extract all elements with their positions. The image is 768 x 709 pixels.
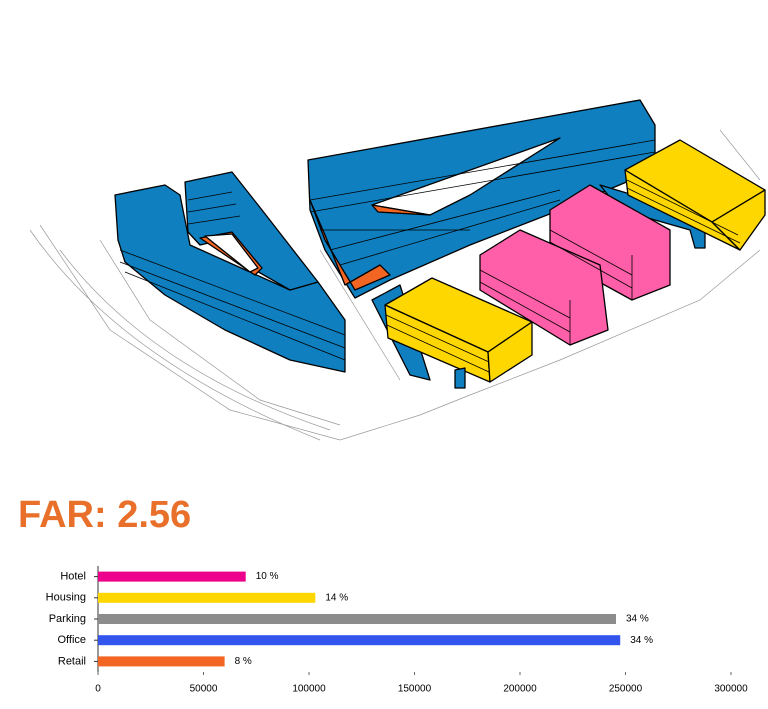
bar (98, 635, 621, 646)
y-tick-label: Office (57, 634, 86, 646)
share-label: 10 % (256, 571, 279, 582)
x-tick-label: 300000 (714, 684, 748, 695)
y-tick-label: Housing (46, 592, 86, 604)
share-label: 34 % (630, 635, 653, 646)
x-tick-label: 150000 (398, 684, 432, 695)
x-tick-label: 100000 (292, 684, 326, 695)
x-tick-label: 250000 (609, 684, 643, 695)
x-tick-label: 200000 (503, 684, 537, 695)
massing-illustration (29, 99, 766, 441)
bar-chart: 0 50000 100000 150000 200000 250000 300000 Hote… (46, 566, 748, 695)
bar (98, 571, 246, 582)
share-label: 8 % (235, 656, 252, 667)
far-heading: FAR: 2.56 (18, 494, 191, 536)
bar (98, 592, 316, 603)
y-tick-label: Retail (58, 655, 86, 667)
share-label: 14 % (325, 592, 348, 603)
y-tick-label: Parking (49, 613, 86, 625)
x-tick-label: 0 (95, 684, 101, 695)
x-tick-label: 50000 (190, 684, 218, 695)
share-label: 34 % (626, 614, 649, 625)
y-tick-label: Hotel (60, 571, 86, 583)
bar (98, 656, 225, 667)
bar (98, 614, 617, 624)
